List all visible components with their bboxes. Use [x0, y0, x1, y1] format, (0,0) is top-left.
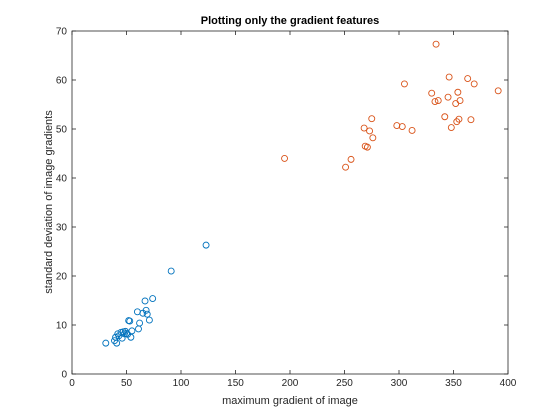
data-point-series-1 — [127, 333, 135, 341]
x-tick-label: 200 — [282, 378, 299, 389]
data-point-series-1 — [136, 319, 144, 327]
data-point-series-2 — [455, 115, 463, 123]
data-point-series-1 — [202, 241, 210, 249]
data-points — [102, 40, 502, 347]
y-tick-label: 70 — [56, 27, 68, 38]
axes-box — [71, 30, 509, 375]
y-tick-label: 40 — [56, 174, 68, 185]
x-tick-label: 50 — [121, 378, 133, 389]
data-point-series-1 — [145, 316, 153, 324]
axis-ticks: 0 50 100 150 200 250 300 350 400 0 10 20 30 40 50 60 70 — [56, 27, 517, 390]
data-point-series-1 — [113, 339, 121, 347]
data-point-series-2 — [363, 143, 371, 151]
x-tick-label: 300 — [391, 378, 408, 389]
data-point-series-1 — [118, 334, 126, 342]
x-tick-label: 350 — [445, 378, 462, 389]
data-point-series-2 — [432, 40, 440, 48]
data-point-series-2 — [464, 75, 472, 82]
data-point-series-1 — [167, 267, 175, 275]
data-point-series-2 — [368, 115, 376, 123]
data-point-series-2 — [408, 127, 416, 134]
data-point-series-2 — [281, 154, 288, 162]
data-point-series-2 — [428, 89, 436, 97]
data-point-series-2 — [444, 93, 452, 101]
data-point-series-2 — [453, 118, 461, 126]
data-point-series-2 — [347, 155, 355, 163]
data-point-series-2 — [447, 124, 455, 131]
data-point-series-2 — [360, 124, 368, 132]
data-point-series-2 — [454, 88, 462, 96]
data-point-series-1 — [141, 297, 149, 305]
data-point-series-2 — [467, 116, 475, 124]
y-tick-label: 50 — [56, 125, 68, 136]
data-point-series-2 — [366, 127, 374, 135]
plot-area — [71, 30, 509, 375]
data-point-series-2 — [445, 73, 453, 81]
data-point-series-1 — [111, 337, 118, 345]
data-point-series-2 — [431, 98, 439, 106]
y-tick-label: 20 — [56, 272, 68, 283]
data-point-series-2 — [456, 97, 464, 105]
y-tick-label: 60 — [56, 76, 68, 87]
y-tick-label: 0 — [61, 370, 67, 381]
data-point-series-1 — [123, 329, 130, 337]
data-point-series-2 — [434, 97, 442, 105]
data-point-series-2 — [470, 80, 478, 88]
data-point-series-2 — [401, 80, 408, 88]
data-point-series-2 — [369, 134, 377, 142]
x-tick-label: 100 — [173, 378, 190, 389]
x-tick-label: 0 — [69, 378, 75, 389]
data-point-series-1 — [149, 295, 157, 302]
x-tick-label: 150 — [227, 378, 244, 389]
data-point-series-1 — [102, 339, 110, 347]
data-point-series-1 — [126, 317, 134, 325]
x-tick-label: 400 — [500, 378, 517, 389]
data-point-series-1 — [128, 327, 136, 335]
y-tick-label: 10 — [56, 321, 68, 332]
x-tick-label: 250 — [336, 378, 353, 389]
chart-title: Plotting only the gradient features — [201, 15, 379, 27]
data-point-series-2 — [342, 163, 350, 171]
data-point-series-2 — [398, 123, 406, 131]
x-axis-label: maximum gradient of image — [222, 395, 358, 407]
data-point-series-2 — [441, 113, 449, 121]
data-point-series-1 — [142, 306, 150, 314]
data-point-series-2 — [494, 87, 502, 95]
y-tick-label: 30 — [56, 223, 68, 234]
y-axis-label: standard deviation of image gradients — [43, 110, 55, 294]
data-point-series-1 — [143, 310, 151, 318]
